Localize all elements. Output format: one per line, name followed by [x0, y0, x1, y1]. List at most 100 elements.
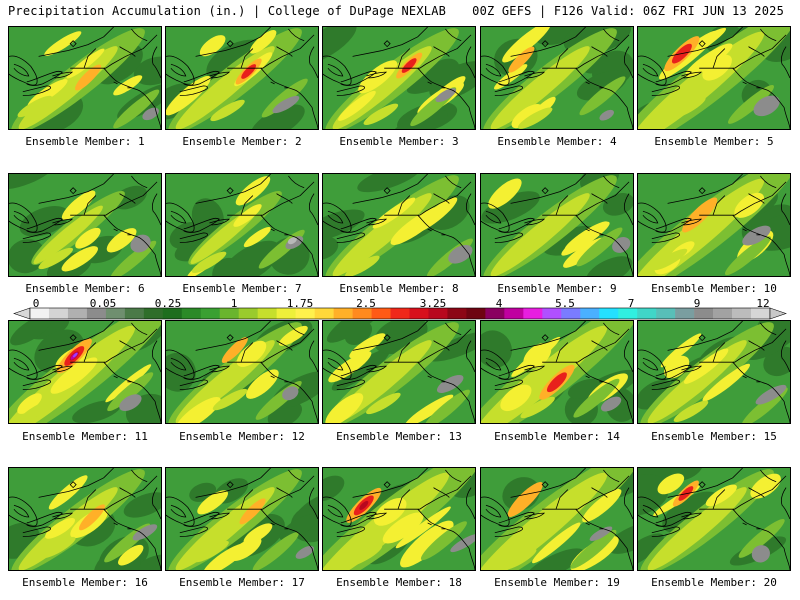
boundary-line — [276, 175, 305, 204]
run-info: 00Z GEFS | F126 Valid: 06Z FRI JUN 13 20… — [472, 4, 784, 18]
ensemble-member-label: Ensemble Member: 14 — [494, 430, 620, 443]
precip-contour — [191, 198, 224, 236]
island-outline — [383, 40, 391, 48]
precip-contour — [657, 473, 685, 495]
precip-contour — [45, 517, 76, 539]
boundary-line — [485, 210, 502, 224]
boundary-line — [384, 181, 472, 216]
boundary-line — [510, 27, 586, 57]
boundary-line — [9, 202, 38, 233]
boundary-line — [9, 349, 38, 380]
precip-contour — [17, 95, 53, 118]
colorbar-segment — [67, 308, 88, 319]
colorbar-tick-label: 3.25 — [419, 297, 447, 310]
colorbar-segment — [276, 308, 296, 319]
precip-contour — [197, 490, 229, 515]
boundary-line — [510, 321, 586, 351]
colorbar-tick-label: 0.05 — [89, 297, 117, 310]
boundary-line — [780, 46, 790, 79]
precip-contour — [10, 321, 53, 346]
boundary-line — [780, 487, 790, 520]
colorbar-segment — [542, 308, 562, 319]
precip-map — [638, 174, 790, 276]
precip-contour — [61, 190, 96, 220]
boundary-line — [151, 487, 161, 520]
precip-contour — [742, 225, 771, 246]
boundary-line — [667, 321, 743, 351]
island-outline — [69, 334, 77, 342]
colorbar-segment — [257, 308, 277, 319]
precip-contour — [705, 484, 737, 507]
precip-contour — [191, 251, 227, 274]
precip-contour — [671, 96, 706, 119]
ensemble-map-panel — [8, 173, 162, 277]
boundary-line — [638, 496, 667, 527]
boundary-line — [481, 202, 510, 233]
boundary-line — [209, 218, 231, 226]
boundary-line — [465, 340, 475, 373]
precip-contour — [502, 27, 552, 63]
ensemble-map-panel — [322, 320, 476, 424]
boundary-line — [166, 349, 195, 380]
ensemble-member-label: Ensemble Member: 4 — [497, 135, 617, 148]
precip-max-contour — [78, 504, 106, 531]
boundary-line — [433, 469, 462, 498]
boundary-line — [642, 504, 659, 518]
precip-map — [638, 321, 790, 423]
island-outline — [226, 187, 234, 195]
precip-contour — [41, 536, 76, 559]
boundary-line — [179, 526, 209, 538]
precip-contour — [576, 70, 628, 101]
boundary-line — [70, 475, 158, 510]
precip-contour — [295, 545, 315, 559]
colorbar-segment — [238, 308, 258, 319]
precip-contour — [272, 95, 300, 114]
boundary-line — [524, 365, 546, 373]
colorbar-segment — [599, 308, 619, 319]
boundary-line — [623, 46, 633, 79]
boundary-line — [651, 232, 681, 244]
precip-contour — [372, 197, 416, 229]
colorbar-segment — [48, 308, 69, 319]
precip-map — [481, 174, 633, 276]
colorbar-segment — [523, 308, 543, 319]
precip-contour — [166, 75, 211, 116]
geographic-outlines — [9, 27, 161, 129]
boundary-line — [732, 67, 790, 129]
precip-max-contour — [546, 372, 567, 393]
boundary-line — [366, 512, 388, 520]
boundary-line — [9, 55, 38, 86]
boundary-line — [481, 55, 510, 86]
boundary-line — [712, 195, 761, 236]
precip-contour — [638, 533, 664, 569]
precip-max-contour — [75, 64, 102, 91]
boundary-line — [555, 342, 604, 383]
precip-map — [481, 468, 633, 570]
precip-contour — [123, 492, 161, 518]
precip-contour — [481, 191, 540, 224]
boundary-line — [336, 379, 366, 391]
precip-contour — [683, 348, 729, 384]
colorbar-segment — [447, 308, 467, 319]
precip-contour — [75, 227, 101, 249]
boundary-line — [209, 365, 231, 373]
precip-contour — [582, 488, 622, 523]
precip-contour — [493, 64, 528, 90]
colorbar-segment — [751, 308, 771, 319]
precip-map — [9, 321, 161, 423]
precip-contour — [488, 178, 522, 209]
boundary-line — [591, 469, 620, 498]
precip-contour — [607, 523, 633, 554]
colorbar-segment — [713, 308, 733, 319]
precip-map — [166, 321, 318, 423]
precip-contour — [194, 540, 229, 563]
precip-contour — [750, 473, 781, 499]
boundary-line — [542, 34, 630, 69]
boundary-line — [26, 364, 63, 380]
ensemble-member-label: Ensemble Member: 9 — [497, 282, 617, 295]
colorbar-segment — [314, 308, 334, 319]
precip-map — [323, 27, 475, 129]
precip-contour — [751, 545, 770, 563]
precip-contour — [373, 497, 407, 526]
precip-contour — [107, 372, 154, 412]
